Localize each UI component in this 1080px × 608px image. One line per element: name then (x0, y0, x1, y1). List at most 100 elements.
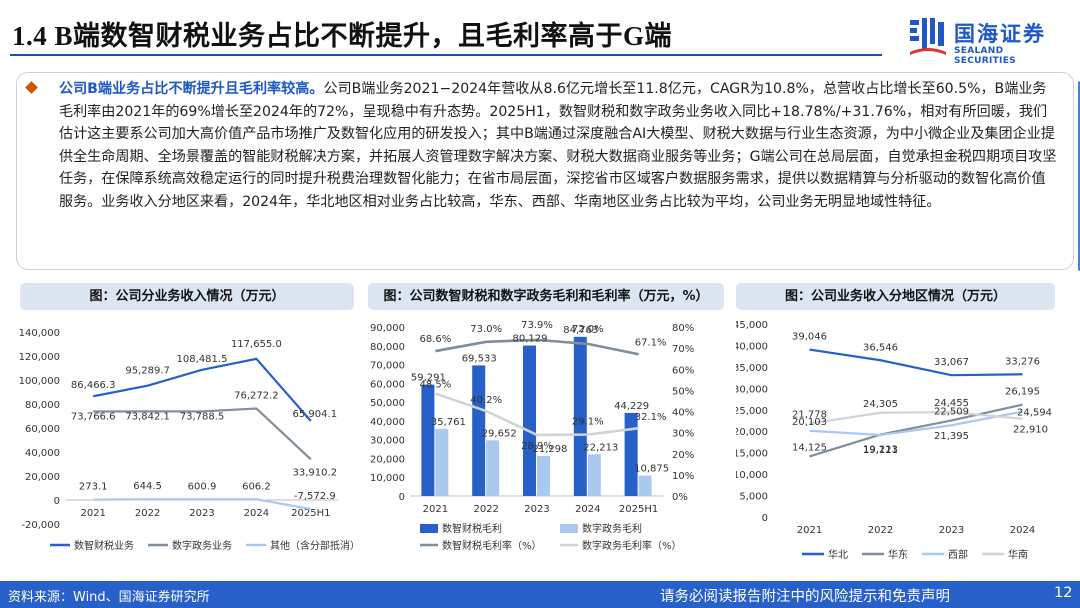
region-line-3 (809, 410, 1023, 437)
y-tick-label: 20,000 (736, 427, 768, 438)
margin-data-label: 28.9% (521, 441, 553, 452)
logo-name-en: SEALAND SECURITIES (954, 46, 1016, 66)
y-tick-label: 25,000 (736, 406, 768, 417)
legend-label: 华南 (1008, 548, 1028, 561)
data-label: 108,481.5 (177, 354, 228, 365)
bar-2 (435, 428, 449, 496)
regional-revenue-svg: 0 5,000 10,000 15,000 20,000 25,000 30,000 35,0… (733, 320, 1052, 561)
legend-label: 西部 (948, 548, 968, 561)
legend-label: 数字政务毛利 (582, 522, 642, 535)
data-label: 21,395 (934, 431, 969, 442)
series-line-2 (93, 407, 312, 461)
region-line-2 (809, 403, 1023, 458)
margin-line-2 (434, 392, 639, 437)
data-label: 33,067 (934, 357, 969, 368)
data-label: 33,910.2 (293, 467, 338, 478)
disclaimer-note: 请务必阅读报告附注中的风险提示和免责声明 (660, 589, 950, 605)
legend-label: 数字政务业务 (172, 539, 232, 552)
y-tick-label: 30,000 (370, 436, 405, 447)
y-tick-label: 80,000 (370, 342, 405, 353)
data-label: 20,103 (792, 417, 827, 428)
data-label: 22,910 (1013, 425, 1048, 436)
margin-data-label: 73.9% (521, 320, 553, 331)
legend-label: 其他（含分部抵消） (270, 539, 360, 552)
data-label: 600.9 (188, 481, 217, 492)
y2-tick-label: 0% (672, 492, 688, 503)
margin-data-label: 72.0% (572, 324, 604, 335)
bar-data-label: 69,533 (462, 353, 497, 364)
y-tick-label: 90,000 (370, 323, 405, 334)
y-tick-label: 60,000 (25, 424, 60, 435)
chart-gross-margin: 0 10,000 20,000 30,000 40,000 50,000 60,000 70,… (364, 315, 736, 577)
x-tick-label: 2024 (244, 508, 269, 519)
y-tick-label: 5,000 (739, 492, 768, 503)
series-line-3 (93, 498, 311, 511)
y-tick-label: 40,000 (25, 448, 60, 459)
margin-data-label: 68.6% (420, 334, 452, 345)
x-tick-label: 2024 (575, 504, 600, 515)
data-label: 117,655.0 (231, 339, 282, 350)
y-tick-label: 20,000 (370, 454, 405, 465)
bar-2 (537, 456, 550, 496)
chart-regional-revenue: 0 5,000 10,000 15,000 20,000 25,000 30,000 35,0… (733, 315, 1080, 577)
y2-tick-label: 60% (672, 365, 694, 376)
data-label: 65,904.1 (293, 409, 338, 420)
title-divider (10, 54, 882, 56)
y-tick-label: 0 (399, 492, 405, 503)
data-label: 19,213 (863, 445, 898, 456)
bar-data-label: 35,761 (431, 417, 466, 428)
data-label: 273.1 (79, 482, 108, 493)
margin-data-label: 32.1% (635, 412, 667, 423)
y-tick-label: 15,000 (736, 449, 768, 460)
y2-tick-label: 30% (672, 429, 694, 440)
bar-data-label: 10,875 (634, 464, 669, 475)
x-tick-label: 2022 (473, 504, 498, 515)
bar-data-label: 29,652 (482, 428, 517, 439)
bar-1 (624, 412, 638, 496)
margin-data-label: 40.2% (470, 395, 502, 406)
y2-tick-label: 10% (672, 471, 694, 482)
bar-2 (486, 440, 500, 496)
y-tick-label: 140,000 (19, 328, 60, 339)
x-tick-label: 2021 (423, 504, 448, 515)
bar-2 (638, 475, 652, 496)
data-label: 19,121 (863, 445, 898, 456)
segment-revenue-svg: -20,000 0 20,000 40,000 60,000 80,000 100,000 1… (19, 328, 360, 552)
x-tick-label: 2025H1 (619, 504, 658, 515)
bar-data-label: 59,291 (411, 373, 446, 384)
y-tick-label: 80,000 (25, 400, 60, 411)
x-tick-label: 2022 (868, 525, 893, 536)
data-label: 95,289.7 (125, 366, 170, 377)
y-tick-label: 35,000 (736, 363, 768, 374)
y-tick-label: 120,000 (19, 352, 60, 363)
data-label: 26,195 (1005, 387, 1040, 398)
x-tick-label: 2023 (189, 508, 214, 519)
chart-title-gross-margin: 图：公司数智财税和数字政务毛利和毛利率（万元，%） (368, 283, 724, 310)
summary-highlight: 公司B端业务占比不断提升且毛利率较高。 (59, 81, 324, 97)
bar-1 (421, 384, 435, 496)
chart-title-regional-revenue: 图：公司业务收入分地区情况（万元） (736, 283, 1055, 310)
x-tick-label: 2023 (524, 504, 549, 515)
logo-name-cn: 国海证券 (954, 22, 1046, 46)
bar-1 (523, 345, 536, 496)
data-label: 36,546 (863, 342, 898, 353)
sealand-logo-icon (910, 18, 946, 55)
data-label: 21,778 (792, 410, 827, 421)
data-label: 39,046 (792, 332, 827, 343)
footer-bar: 资料来源：Wind、国海证券研究所 请务必阅读报告附注中的风险提示和免责声明 1… (0, 581, 1080, 608)
x-tick-label: 2025H1 (291, 508, 330, 519)
x-tick-label: 2021 (80, 508, 105, 519)
y-tick-label: 10,000 (370, 473, 405, 484)
legend-label: 华北 (828, 548, 848, 561)
data-label: 22,509 (934, 406, 969, 417)
margin-line-1 (435, 338, 639, 356)
data-label: 73,766.6 (71, 411, 116, 422)
margin-data-label: 73.0% (470, 324, 502, 335)
summary-paragraph: 公司B端业务占比不断提升且毛利率较高。公司B端业务2021−2024年营收从8.… (59, 78, 1059, 214)
y-tick-label: 45,000 (736, 320, 768, 331)
region-line-1 (809, 348, 1023, 377)
legend-label: 数智财税毛利 (442, 522, 502, 535)
legend-label: 数智财税业务 (74, 539, 134, 552)
bar-data-label: 44,229 (614, 401, 649, 412)
data-label: 73,788.5 (180, 411, 225, 422)
